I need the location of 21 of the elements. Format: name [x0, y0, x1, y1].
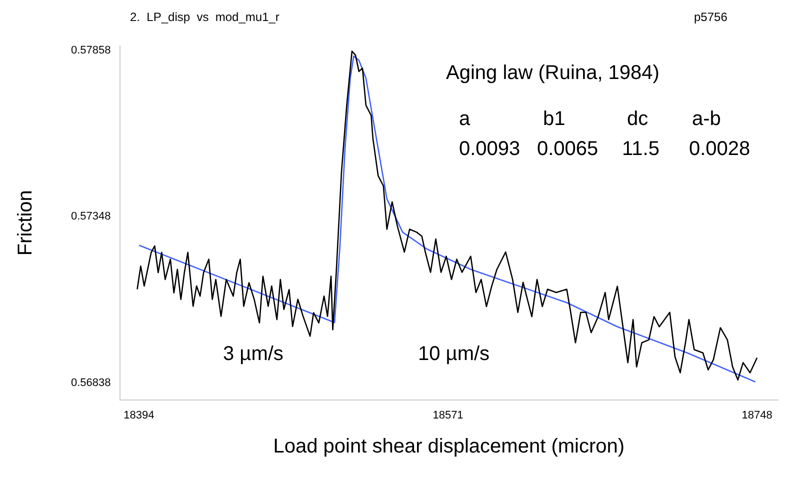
annotation: 0.0065 — [537, 138, 598, 161]
y-tick-label: 0.57348 — [70, 210, 111, 223]
annotation: dc — [627, 108, 648, 131]
annotation: 11.5 — [622, 138, 660, 161]
annotation: a-b — [692, 108, 721, 131]
x-axis-title: Load point shear displacement (micron) — [273, 436, 625, 458]
x-tick-label: 18394 — [124, 409, 154, 422]
annotation: Aging law (Ruina, 1984) — [446, 62, 660, 85]
annotation: b1 — [543, 108, 566, 131]
annotation: 3 µm/s — [223, 343, 284, 366]
annotation: 0.0028 — [689, 138, 750, 161]
y-tick-label: 0.56838 — [70, 376, 111, 389]
x-tick-label: 18571 — [432, 409, 464, 422]
annotation: 0.0093 — [459, 138, 520, 161]
annotation: a — [459, 108, 470, 131]
chart-title: 2. LP_disp vs mod_mu1_r — [130, 10, 280, 24]
y-tick-label: 0.57858 — [70, 44, 111, 56]
y-axis-title: Friction — [14, 190, 37, 256]
annotation: 10 µm/s — [418, 343, 490, 366]
x-tick-label: 18748 — [742, 409, 772, 422]
text: p5756 — [694, 10, 728, 24]
